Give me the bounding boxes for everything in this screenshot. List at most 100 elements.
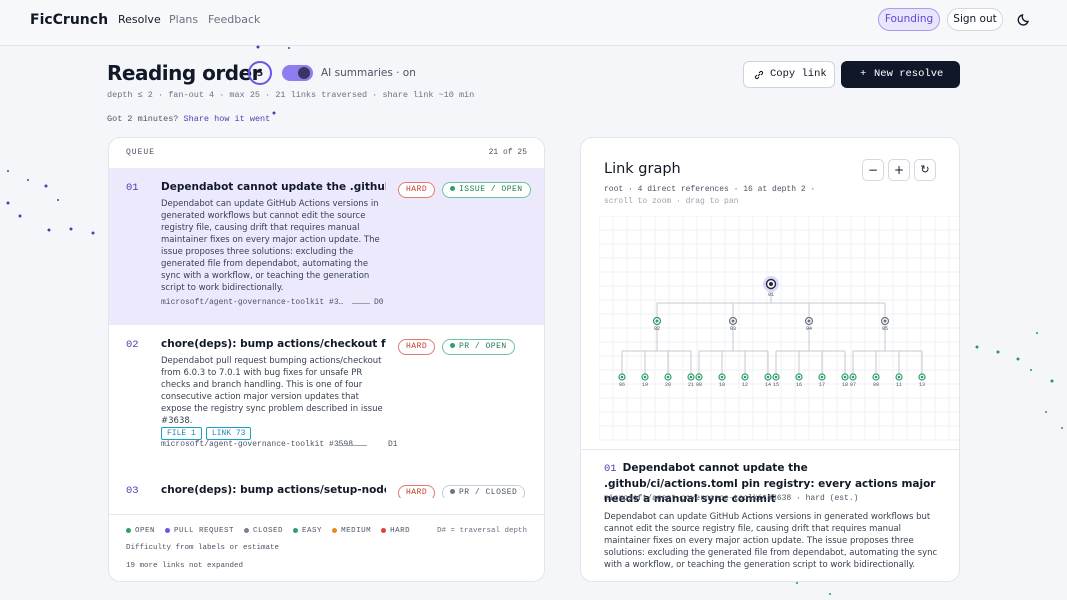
moon-icon xyxy=(1017,14,1030,26)
legend-item: EASY xyxy=(293,527,322,535)
status-dot xyxy=(450,489,455,494)
repo-rule xyxy=(337,445,367,446)
detail-title: 01 Dependabot cannot update the .github/c… xyxy=(604,461,939,507)
difficulty-pill: HARD xyxy=(398,485,436,498)
new-resolve-button[interactable]: + New resolve xyxy=(841,61,960,88)
queue-item[interactable]: 01 Dependabot cannot update the .github/c… xyxy=(109,168,544,325)
nav-link[interactable]: Feedback xyxy=(208,13,261,26)
item-repo: microsoft/agent-governance-toolkit #3… xyxy=(161,298,344,307)
leaf-core xyxy=(820,375,824,379)
page-title: Reading order xyxy=(107,61,262,85)
item-number: 03 xyxy=(126,485,139,497)
node-label: 05 xyxy=(882,326,888,332)
count-badge: 5 xyxy=(248,61,272,85)
theme-toggle[interactable] xyxy=(1017,12,1032,27)
node-label: 10 xyxy=(719,382,725,388)
zoom-in[interactable]: + xyxy=(888,159,910,181)
toggle[interactable] xyxy=(282,65,313,81)
detail-number: 01 xyxy=(604,463,617,475)
leaf-core xyxy=(797,375,801,379)
item-number: 02 xyxy=(126,339,139,351)
branch-core xyxy=(883,319,887,323)
node-label: 17 xyxy=(819,382,825,388)
item-summary: Dependabot pull request bumping actions/… xyxy=(161,356,383,426)
legend-item: OPEN xyxy=(126,527,155,535)
node-label: 07 xyxy=(850,382,856,388)
item-repo: microsoft/agent-governance-toolkit #3598 xyxy=(161,440,354,449)
leaf-core xyxy=(897,375,901,379)
legend-dot xyxy=(381,527,387,533)
legend-label: OPEN xyxy=(135,527,156,535)
repo-rule xyxy=(352,303,370,304)
leaf-core xyxy=(843,375,847,379)
leaf-core xyxy=(666,375,670,379)
status-text: ISSUE / OPEN xyxy=(459,185,523,194)
nav-bar: FicCrunch Resolve Plans Feedback Foundin… xyxy=(0,0,1067,46)
zoom-out[interactable]: − xyxy=(862,159,884,181)
prompt-link[interactable]: Share how it went xyxy=(183,114,271,124)
toggle-label: AI summaries · on xyxy=(321,67,416,79)
founding-button[interactable]: Founding xyxy=(878,8,940,31)
branch-core xyxy=(655,319,659,323)
legend-note: D# = traversal depth xyxy=(436,527,527,535)
node-label: 12 xyxy=(742,382,748,388)
prompt-text: Got 2 minutes? xyxy=(107,114,179,124)
branch-core xyxy=(731,319,735,323)
leaf-core xyxy=(766,375,770,379)
queue-label: QUEUE xyxy=(126,148,156,157)
difficulty-pill: HARD xyxy=(398,339,436,355)
legend-label: EASY xyxy=(302,527,323,535)
more-links: 19 more links not expanded xyxy=(126,562,244,570)
item-title: Dependabot cannot update the .github/ci/… xyxy=(161,181,386,193)
node-label: 06 xyxy=(619,382,625,388)
difficulty-pill: HARD xyxy=(398,182,436,198)
item-title: chore(deps): bump actions/setup-node fro… xyxy=(161,484,386,496)
link-icon xyxy=(754,70,764,80)
graph-panel: Link graph root · 4 direct references · … xyxy=(580,137,960,582)
item-tags: FILE 1 LINK 73 xyxy=(161,420,255,440)
graph-canvas[interactable]: 06 19 20 21 02 08 10 12 14 03 15 16 17 18 04 07 09 11 13 05… xyxy=(599,216,960,441)
status-pill: ISSUE / OPEN xyxy=(442,182,531,198)
legend-label: PULL REQUEST xyxy=(174,527,235,535)
node-label: 15 xyxy=(773,382,779,388)
node-label: 11 xyxy=(896,382,902,388)
sign-out-button[interactable]: Sign out xyxy=(947,8,1003,31)
queue-item[interactable]: 03 chore(deps): bump actions/setup-node f… xyxy=(109,471,544,498)
queue-item[interactable]: 02 chore(deps): bump actions/checkout fro… xyxy=(109,325,544,471)
item-depth: D1 xyxy=(388,440,398,449)
legend-label: CLOSED xyxy=(253,527,284,535)
toggle-knob xyxy=(298,67,310,79)
item-title: chore(deps): bump actions/checkout from … xyxy=(161,338,386,350)
leaf-core xyxy=(743,375,747,379)
legend-dot xyxy=(293,527,299,533)
tag: LINK 73 xyxy=(205,427,252,440)
nav-link[interactable]: Resolve xyxy=(118,13,161,26)
copy-link-text: Copy link xyxy=(770,68,827,80)
node-label: 13 xyxy=(919,382,925,388)
node-label: 08 xyxy=(696,382,702,388)
brand[interactable]: FicCrunch xyxy=(30,12,109,28)
leaf-core xyxy=(774,375,778,379)
footer-divider xyxy=(109,514,544,515)
leaf-core xyxy=(874,375,878,379)
detail-meta: microsoft/agent-governance-toolkit#3638 … xyxy=(604,494,859,503)
node-label: 04 xyxy=(806,326,812,332)
node-label: 19 xyxy=(642,382,648,388)
queue-count: 21 of 25 xyxy=(488,148,527,157)
green-dots xyxy=(796,332,1063,595)
legend-dot xyxy=(126,527,131,533)
branch-core xyxy=(807,319,811,323)
detail-title-text: Dependabot cannot update the .github/ci/… xyxy=(604,462,936,505)
node-label: 16 xyxy=(796,382,802,388)
item-depth: D0 xyxy=(374,298,384,307)
legend-item: PULL REQUEST xyxy=(165,527,234,535)
reset-view[interactable]: ↻ xyxy=(914,159,936,181)
nav-link[interactable]: Plans xyxy=(169,13,199,26)
copy-link-button[interactable]: Copy link xyxy=(743,61,835,88)
tag: FILE 1 xyxy=(161,427,202,440)
leaf-core xyxy=(620,375,624,379)
plus-icon: + xyxy=(860,68,867,80)
node-label: 03 xyxy=(730,326,736,332)
status-text: PR / CLOSED xyxy=(459,488,518,497)
difficulty-note: Difficulty from labels or estimate xyxy=(126,544,280,552)
